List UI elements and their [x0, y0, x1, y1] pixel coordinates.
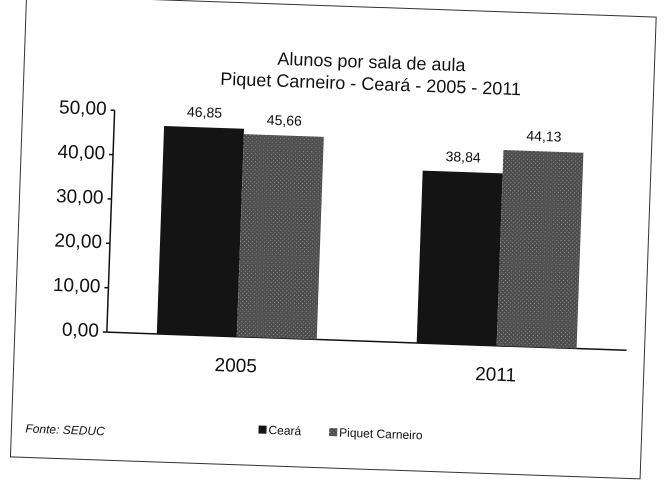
y-tick-label: 50,00	[59, 97, 107, 120]
legend-label: Ceará	[268, 423, 301, 438]
legend-swatch	[258, 425, 267, 434]
legend-swatch	[329, 427, 338, 437]
bar	[416, 170, 503, 346]
y-axis	[106, 110, 116, 333]
y-tick-label: 10,00	[53, 275, 101, 298]
y-tick-label: 20,00	[54, 230, 102, 253]
bar	[236, 134, 324, 340]
legend-label: Piquet Carneiro	[339, 426, 423, 443]
value-label: 44,13	[526, 127, 562, 144]
value-label: 46,85	[187, 104, 223, 121]
source-note: Fonte: SEDUC	[25, 422, 105, 439]
chart-frame	[9, 0, 657, 480]
bar	[496, 149, 584, 349]
value-label: 45,66	[267, 112, 303, 129]
bar	[156, 126, 245, 337]
y-tick-label: 30,00	[56, 186, 104, 209]
chart-body: Alunos por sala de aula Piquet Carneiro …	[9, 0, 657, 480]
x-tick-label: 2011	[475, 364, 517, 386]
y-tick-label: 40,00	[57, 142, 105, 165]
chart-subtitle: Piquet Carneiro - Ceará - 2005 - 2011	[220, 69, 521, 99]
x-tick-label: 2005	[214, 355, 257, 377]
y-tick-label: 0,00	[62, 320, 100, 342]
value-label: 38,84	[445, 148, 481, 165]
